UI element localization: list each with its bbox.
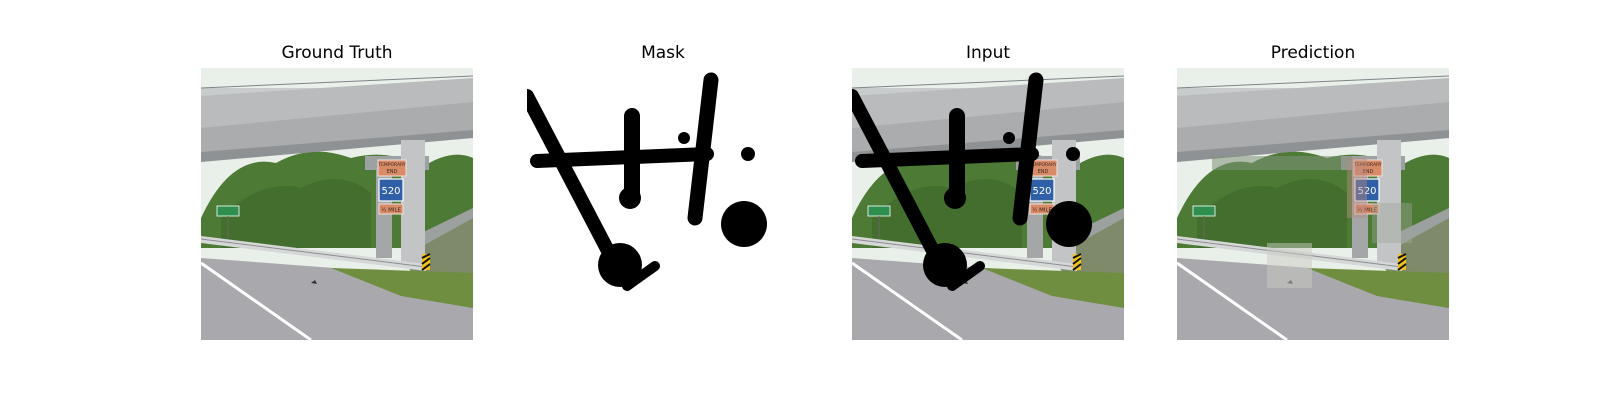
panel-title-mask: Mask <box>641 43 685 63</box>
svg-text:TEMPORARY: TEMPORARY <box>1353 162 1382 168</box>
svg-text:520: 520 <box>381 186 400 197</box>
mask-strokes-overlay <box>852 72 1092 291</box>
scene: TEMPORARY END 520 ½ MILE <box>852 68 1124 340</box>
prediction-image: TEMPORARY END 520 ½ MILE <box>1177 68 1449 340</box>
panel-title-ground-truth: Ground Truth <box>281 43 393 63</box>
svg-text:TEMPORARY: TEMPORARY <box>1028 162 1057 168</box>
panel-title-prediction: Prediction <box>1270 43 1356 63</box>
scene: TEMPORARY END 520 ½ MILE <box>1177 68 1449 340</box>
ground-truth-svg: TEMPORARY END 520 ½ MILE <box>201 68 473 340</box>
prediction-svg: TEMPORARY END 520 ½ MILE <box>1177 68 1449 340</box>
input-image: TEMPORARY END 520 ½ MILE <box>852 68 1124 340</box>
ground-truth-image: TEMPORARY END 520 ½ MILE <box>201 68 473 340</box>
scene: TEMPORARY END 520 ½ MILE <box>201 68 473 340</box>
mask-strokes <box>527 72 767 291</box>
mask-svg <box>527 68 799 340</box>
svg-text:520: 520 <box>1032 186 1051 197</box>
panel-prediction: Prediction TEMPORARY END 520 ½ MILE <box>1177 0 1449 400</box>
svg-text:½ MILE: ½ MILE <box>1357 207 1378 214</box>
inpaint-artifacts <box>1212 156 1412 288</box>
panel-mask: Mask <box>527 0 799 400</box>
svg-text:END: END <box>1363 169 1374 175</box>
svg-text:END: END <box>1038 169 1049 175</box>
svg-text:TEMPORARY: TEMPORARY <box>377 162 406 168</box>
svg-text:½ MILE: ½ MILE <box>1032 207 1053 214</box>
panel-ground-truth: Ground Truth TEMPORARY END 520 ½ MILE <box>201 0 473 400</box>
mask-image <box>527 68 799 340</box>
svg-text:½ MILE: ½ MILE <box>381 207 402 214</box>
svg-text:END: END <box>387 169 398 175</box>
panel-title-input: Input <box>965 43 1011 63</box>
svg-text:520: 520 <box>1357 186 1376 197</box>
panel-input: Input TEMPORARY END 520 ½ MILE <box>852 0 1124 400</box>
input-svg: TEMPORARY END 520 ½ MILE <box>852 68 1124 340</box>
